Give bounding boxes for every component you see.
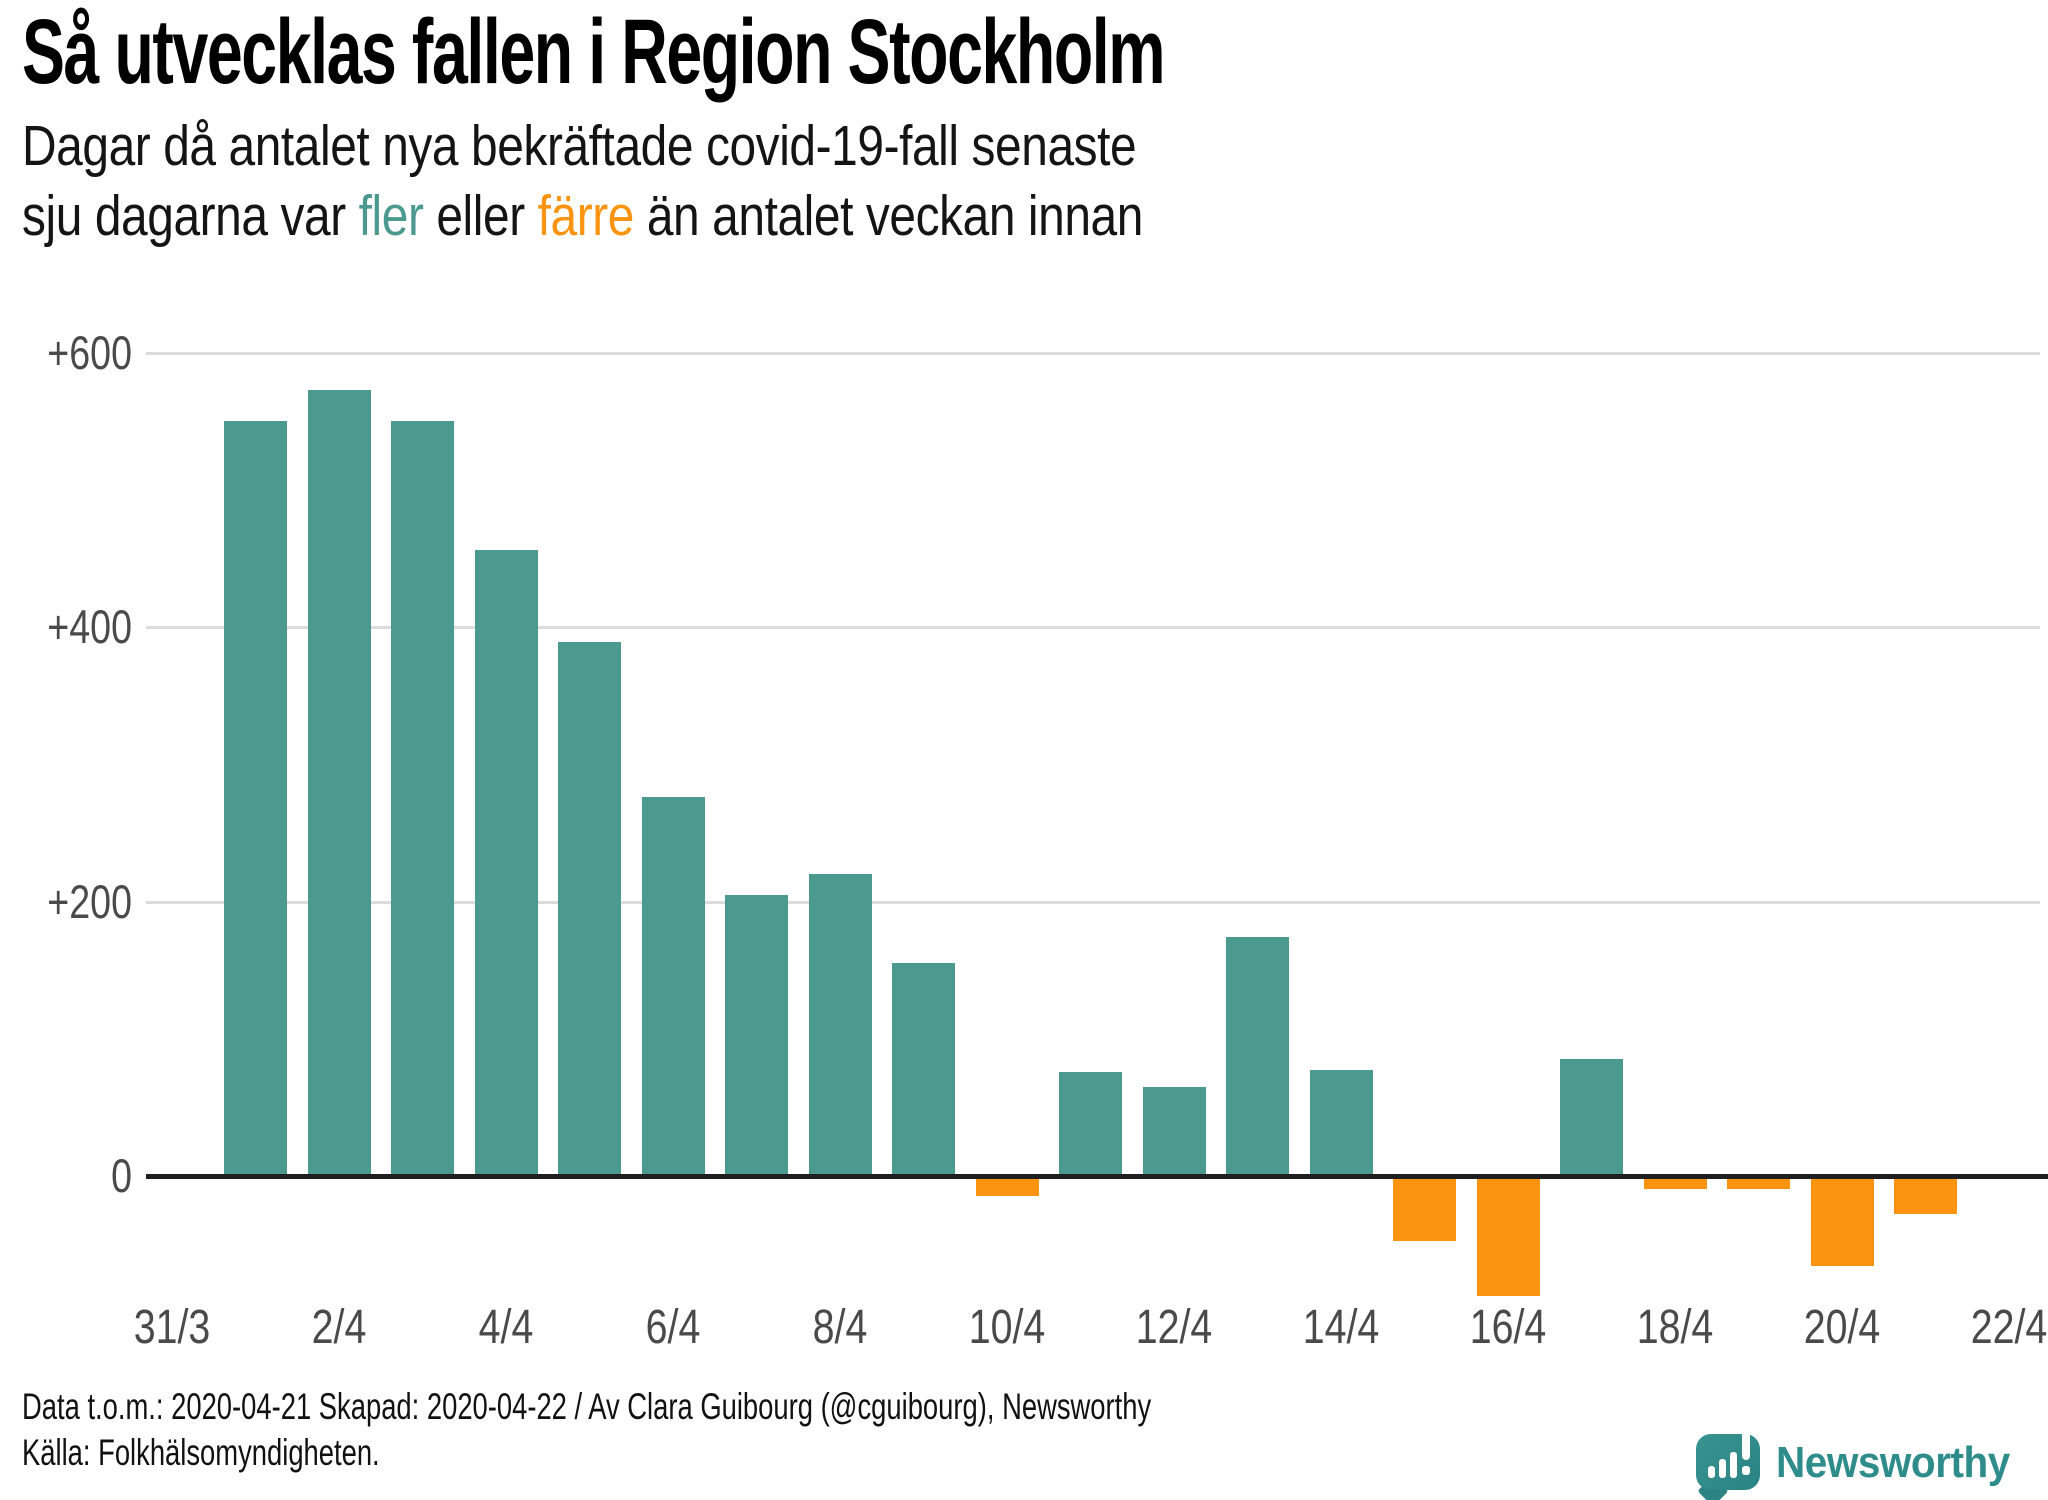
bar-15/4 bbox=[1393, 1178, 1456, 1242]
bar-4/4 bbox=[474, 550, 538, 1176]
subtitle-line-1: Dagar då antalet nya bekräftade covid-19… bbox=[22, 114, 1137, 178]
bar-1/4 bbox=[224, 421, 287, 1176]
bar-19/4 bbox=[1727, 1178, 1790, 1189]
newsworthy-logo: Newsworthy bbox=[1695, 1428, 2030, 1500]
bar-8/4 bbox=[808, 874, 872, 1176]
y-axis-tick-label: +600 bbox=[47, 325, 132, 379]
x-axis-tick-label: 4/4 bbox=[478, 1301, 534, 1354]
bar-20/4 bbox=[1810, 1178, 1874, 1266]
bar-18/4 bbox=[1643, 1178, 1707, 1189]
subtitle-keyword-farre: färre bbox=[537, 184, 635, 248]
gridline-y200 bbox=[146, 900, 2040, 904]
x-axis-tick-label: 12/4 bbox=[1135, 1301, 1213, 1354]
gridline-y600 bbox=[146, 351, 2040, 355]
x-axis-tick-label: 22/4 bbox=[1970, 1301, 2048, 1354]
y-axis-tick-label: 0 bbox=[111, 1149, 132, 1202]
page-title: Så utvecklas fallen i Region Stockholm bbox=[22, 1, 1166, 103]
bar-7/4 bbox=[725, 894, 788, 1176]
bar-6/4 bbox=[641, 797, 705, 1176]
bar-13/4 bbox=[1226, 937, 1289, 1176]
x-axis-tick-label: 14/4 bbox=[1302, 1301, 1380, 1354]
subtitle-line-2: sju dagarna var fler eller färre än anta… bbox=[22, 183, 1143, 249]
x-axis-tick-label: 6/4 bbox=[645, 1301, 701, 1354]
y-axis-tick-label: +400 bbox=[47, 600, 132, 654]
subtitle-keyword-fler: fler bbox=[358, 184, 424, 248]
newsworthy-wordmark: Newsworthy bbox=[1775, 1438, 2010, 1487]
bar-12/4 bbox=[1142, 1086, 1206, 1176]
bar-11/4 bbox=[1059, 1071, 1122, 1176]
bar-17/4 bbox=[1560, 1059, 1623, 1176]
y-axis-tick-label: +200 bbox=[47, 874, 132, 928]
footer-source-line: Källa: Folkhälsomyndigheten. bbox=[22, 1432, 380, 1473]
bar-10/4 bbox=[975, 1178, 1039, 1196]
bar-5/4 bbox=[558, 642, 621, 1176]
newsworthy-speech-bubble-bar-chart-icon bbox=[1695, 1428, 1762, 1500]
subtitle-text: eller bbox=[423, 184, 538, 248]
subtitle-text: än antalet veckan innan bbox=[633, 184, 1144, 248]
bar-21/4 bbox=[1894, 1178, 1957, 1214]
x-axis-tick-label: 8/4 bbox=[812, 1301, 868, 1354]
subtitle-text: sju dagarna var bbox=[22, 184, 359, 248]
x-axis-tick-label: 10/4 bbox=[968, 1301, 1046, 1354]
gridline-y400 bbox=[146, 626, 2040, 630]
x-axis-tick-label: 18/4 bbox=[1636, 1301, 1714, 1354]
bar-3/4 bbox=[391, 421, 454, 1176]
bar-14/4 bbox=[1309, 1070, 1373, 1176]
x-axis-tick-label: 20/4 bbox=[1803, 1301, 1881, 1354]
bar-2/4 bbox=[307, 389, 371, 1176]
bar-16/4 bbox=[1476, 1178, 1540, 1296]
zero-axis-line bbox=[146, 1174, 2048, 1179]
x-axis-tick-label: 16/4 bbox=[1469, 1301, 1547, 1354]
bar-9/4 bbox=[892, 963, 955, 1176]
x-axis-tick-label: 31/3 bbox=[133, 1301, 211, 1354]
footer-credit-line: Data t.o.m.: 2020-04-21 Skapad: 2020-04-… bbox=[22, 1386, 1152, 1427]
x-axis-tick-label: 2/4 bbox=[311, 1301, 367, 1354]
